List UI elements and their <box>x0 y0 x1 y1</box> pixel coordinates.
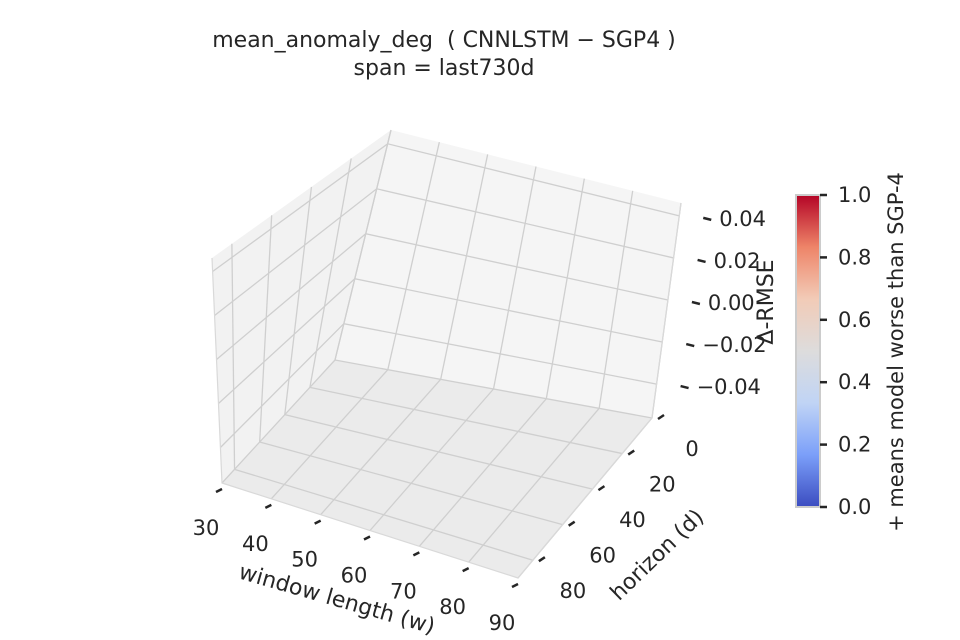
axis-ticks: 30405060708090020406080−0.04−0.020.000.0… <box>193 207 767 635</box>
y-gridline-floor <box>234 468 534 561</box>
x-tick-label: 30 <box>193 516 220 540</box>
y-tick-mark <box>538 556 546 563</box>
y-gridline-wall <box>284 186 313 415</box>
y-gridline-floor <box>309 386 623 455</box>
x-gridline-floor <box>270 369 389 500</box>
z-gridline <box>218 278 663 404</box>
colorbar-tick-label: 0.0 <box>838 495 871 519</box>
x-tick-label: 40 <box>242 532 269 556</box>
x-tick-mark <box>215 487 223 494</box>
colorbar-tick-label: 0.6 <box>838 308 871 332</box>
x-gridline-floor <box>221 359 336 484</box>
y-gridline-floor <box>259 441 563 526</box>
x-tick-label: 60 <box>341 564 368 588</box>
x-tick-label: 70 <box>390 579 417 603</box>
x-gridline-wall <box>492 166 537 390</box>
colorbar: 0.0 0.2 0.4 0.6 0.8 1.0 + means model worse th… <box>795 172 908 532</box>
left-wall-pane <box>212 130 391 483</box>
x-tick-label: 90 <box>489 611 516 635</box>
back-wall-pane <box>335 130 681 418</box>
x-gridline-wall <box>545 178 585 399</box>
colorbar-tick-label: 1.0 <box>838 183 871 207</box>
y-gridline-wall <box>231 243 236 470</box>
colorbar-label: + means model worse than SGP-4 <box>884 172 908 532</box>
x-tick-mark <box>462 567 470 573</box>
y-tick-label: 0 <box>685 437 698 461</box>
z-gridline <box>212 143 680 273</box>
y-tick-label: 80 <box>560 579 587 603</box>
x-tick-label: 50 <box>291 548 318 572</box>
x-tick-mark <box>412 551 420 557</box>
z-tick-mark <box>691 300 701 306</box>
x-gridline-floor <box>369 388 494 531</box>
y-gridline-floor <box>334 359 653 419</box>
y-tick-mark <box>597 485 606 492</box>
z-tick-label: 0.00 <box>708 291 755 315</box>
y-gridline-floor <box>284 414 593 490</box>
colorbar-tick-label: 0.8 <box>838 245 871 269</box>
z-tick-mark <box>697 258 706 264</box>
chart-subtitle: span = last730d <box>353 56 535 81</box>
axis-panes <box>212 130 681 578</box>
axis-frame <box>211 202 682 579</box>
z-tick-label: 0.04 <box>719 207 766 231</box>
z-tick-mark <box>685 342 695 348</box>
x-tick-label: 80 <box>439 595 466 619</box>
z-tick-label: −0.04 <box>697 375 761 399</box>
y-tick-label: 40 <box>619 508 646 532</box>
colorbar-tick-label: 0.2 <box>838 433 871 457</box>
x-tick-mark <box>314 519 322 525</box>
x-gridline-floor <box>418 398 547 547</box>
y-tick-label: 20 <box>649 473 676 497</box>
y-tick-mark <box>657 413 665 421</box>
z-gridline <box>219 323 657 448</box>
x-gridline-floor <box>468 407 600 563</box>
x-tick-mark <box>264 503 272 509</box>
z-axis-label: Δ-RMSE <box>754 259 779 344</box>
z-tick-mark <box>702 216 712 222</box>
y-gridline-wall <box>259 215 273 443</box>
x-gridline-wall <box>387 142 440 370</box>
x-tick-mark <box>363 535 371 541</box>
x-gridline-wall <box>598 190 634 409</box>
y-tick-mark <box>627 449 635 456</box>
z-tick-label: 0.02 <box>714 249 761 273</box>
colorbar-tick-label: 0.4 <box>838 370 871 394</box>
z-tick-label: −0.02 <box>702 333 766 357</box>
x-tick-mark <box>511 582 519 589</box>
y-tick-mark <box>567 520 576 527</box>
x-gridline-floor <box>320 378 442 516</box>
y-tick-label: 60 <box>589 544 616 568</box>
z-gridline <box>216 233 669 360</box>
colorbar-gradient <box>795 194 821 508</box>
x-gridline-wall <box>440 154 489 380</box>
floor-pane <box>222 360 652 578</box>
z-gridline <box>214 188 674 317</box>
y-gridline-wall <box>334 129 392 361</box>
y-gridline-wall <box>309 158 352 388</box>
grid-lines <box>211 129 682 579</box>
chart-title: mean_anomaly_deg ( CNNLSTM − SGP4 ) <box>212 28 676 53</box>
z-tick-mark <box>680 384 689 390</box>
